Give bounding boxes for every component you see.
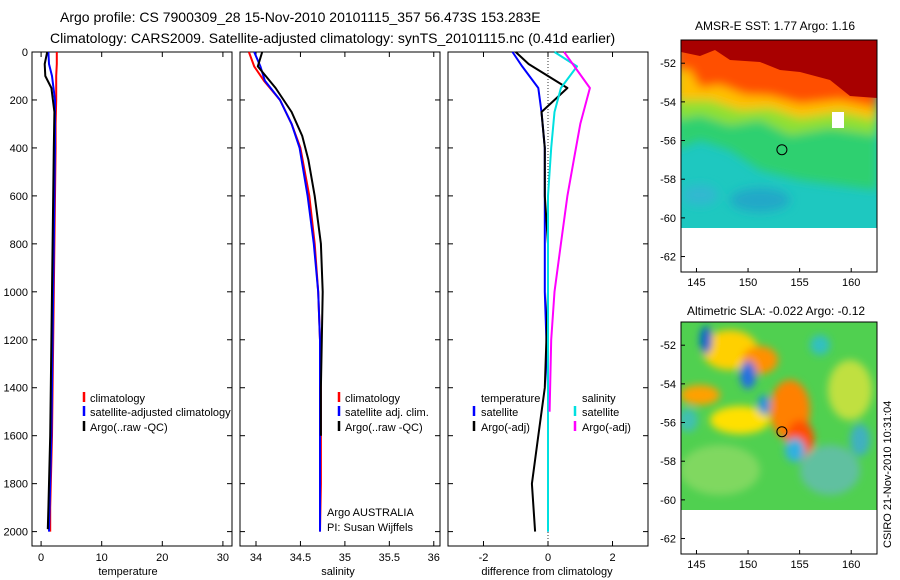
pi-annotation: PI: Susan Wijffels [327, 522, 413, 534]
y-tick-label: -60 [660, 495, 676, 507]
legend-salinity-title: salinity [582, 393, 616, 405]
y-tick-label: -56 [660, 136, 676, 148]
x-tick-label: 30 [217, 552, 229, 564]
sla-heatmap [681, 322, 877, 554]
y-tick-label: 200 [10, 95, 28, 107]
y-tick-label: 1400 [4, 383, 28, 395]
difference-panel: -2 0 2 difference from climatology tempera… [447, 51, 649, 578]
x-tick-label: 145 [687, 559, 705, 571]
series-line-sal-argo [548, 51, 591, 412]
temperature-xlabel: temperature [98, 566, 157, 578]
figure-title-line2: Climatology: CARS2009. Satellite-adjuste… [50, 30, 615, 46]
x-tick-label: 35 [339, 552, 351, 564]
x-tick-label: 20 [156, 552, 168, 564]
y-tick-label: -60 [660, 213, 676, 225]
x-tick-label: 160 [842, 277, 860, 289]
y-tick-label: 1000 [4, 287, 28, 299]
x-tick-label: 2 [609, 552, 615, 564]
y-tick-label: -58 [660, 456, 676, 468]
y-tick-label: 2000 [4, 527, 28, 539]
argo-location-marker [776, 426, 788, 438]
temperature-axes-box [31, 51, 233, 547]
sst-field-warm [681, 40, 877, 98]
legend-satellite: satellite-adjusted climatology [90, 407, 231, 419]
y-tick-label: -62 [660, 534, 676, 546]
x-tick-label: 155 [790, 559, 808, 571]
sst-map-panel: AMSR-E SST: 1.77 Argo: 1.16 145 150 155 160… [660, 19, 878, 289]
legend-temperature-title: temperature [481, 393, 540, 405]
x-tick-label: 155 [790, 277, 808, 289]
x-tick-label: 160 [842, 559, 860, 571]
x-tick-label: 10 [96, 552, 108, 564]
legend-temp-argo: Argo(-adj) [481, 422, 530, 434]
series-line-argo [43, 51, 56, 530]
x-tick-label: 34.5 [290, 552, 311, 564]
y-tick-label: -54 [660, 97, 676, 109]
timestamp-stamp: CSIRO 21-Nov-2010 10:31:04 [882, 401, 894, 548]
series-line-satellite [253, 51, 321, 532]
salinity-axes-box [239, 51, 441, 547]
y-tick-label: 1800 [4, 479, 28, 491]
series-line-temp-argo [515, 51, 569, 532]
y-tick-label: -58 [660, 174, 676, 186]
sla-no-data [681, 510, 877, 554]
series-line-climatology [247, 51, 322, 532]
sst-axes-box [680, 39, 878, 273]
x-tick-label: 0 [545, 552, 551, 564]
legend-temp-satellite: satellite [481, 407, 518, 419]
salinity-xlabel: salinity [321, 566, 355, 578]
y-tick-label: 400 [10, 143, 28, 155]
argo-location-marker [776, 144, 788, 156]
x-tick-label: 150 [739, 277, 757, 289]
platform-annotation: Argo AUSTRALIA [327, 507, 414, 519]
salinity-panel: 34 34.5 35 35.5 36 salinity climatology sate… [239, 51, 441, 578]
x-tick-label: 0 [38, 552, 44, 564]
y-tick-label: 1200 [4, 335, 28, 347]
x-tick-label: 150 [739, 559, 757, 571]
sst-heatmap [681, 40, 877, 272]
y-tick-label: 0 [22, 47, 28, 59]
x-tick-label: 145 [687, 277, 705, 289]
y-tick-label: -54 [660, 379, 676, 391]
x-tick-label: 35.5 [379, 552, 400, 564]
x-tick-label: 36 [428, 552, 440, 564]
series-line-argo [256, 51, 324, 436]
y-tick-label: -56 [660, 418, 676, 430]
difference-xlabel: difference from climatology [481, 566, 613, 578]
sst-map-title: AMSR-E SST: 1.77 Argo: 1.16 [695, 19, 855, 33]
series-line-satellite [47, 51, 56, 532]
sla-axes-box [680, 321, 878, 555]
sst-no-data [681, 228, 877, 272]
legend-sal-argo: Argo(-adj) [582, 422, 631, 434]
difference-legend: temperature satellite Argo(-adj) salinit… [472, 393, 631, 434]
series-line-sal-satellite [547, 51, 578, 532]
y-tick-label: -62 [660, 252, 676, 264]
x-tick-label: -2 [479, 552, 489, 564]
temperature-panel: 0 10 20 30 0 200 400 600 800 1000 1200 1400 1600 1800… [4, 47, 233, 578]
x-tick-label: 34 [250, 552, 262, 564]
y-tick-label: -52 [660, 340, 676, 352]
legend-sal-satellite: satellite [582, 407, 619, 419]
legend-climatology: climatology [90, 393, 146, 405]
y-tick-label: -52 [660, 58, 676, 70]
sla-map-panel: Altimetric SLA: -0.022 Argo: -0.12 [660, 304, 878, 571]
sla-map-title: Altimetric SLA: -0.022 Argo: -0.12 [687, 304, 865, 318]
y-tick-label: 1600 [4, 431, 28, 443]
legend-argo: Argo(..raw -QC) [90, 422, 168, 434]
legend-argo: Argo(..raw -QC) [345, 422, 423, 434]
legend-climatology: climatology [345, 393, 401, 405]
legend-satellite: satellite adj. clim. [345, 407, 429, 419]
sst-missing-data [832, 112, 844, 128]
y-tick-label: 600 [10, 191, 28, 203]
temperature-legend: climatology satellite-adjusted climatolo… [82, 392, 231, 434]
salinity-legend: climatology satellite adj. clim. Argo(..… [337, 392, 429, 434]
y-tick-label: 800 [10, 239, 28, 251]
figure-title-line1: Argo profile: CS 7900309_28 15-Nov-2010 … [60, 9, 541, 25]
